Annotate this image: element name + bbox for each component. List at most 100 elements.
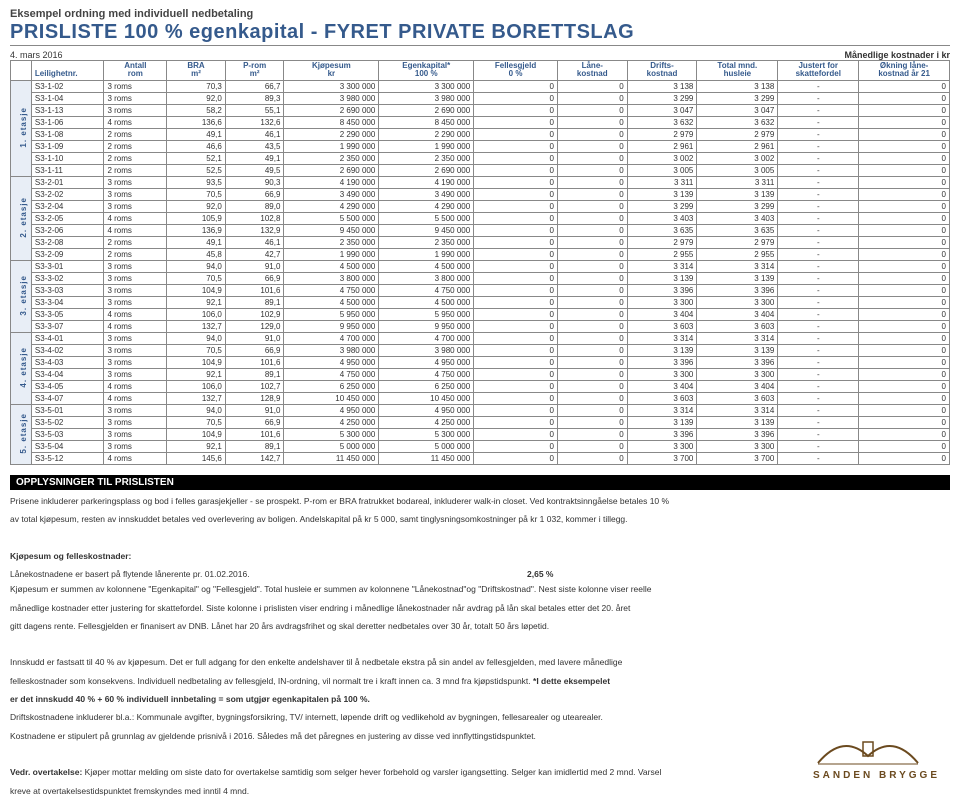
table-cell: 0: [557, 380, 627, 392]
table-cell: 101,6: [225, 428, 284, 440]
table-cell: 3 139: [627, 344, 697, 356]
table-cell: 0: [474, 92, 558, 104]
table-cell: 0: [859, 344, 950, 356]
table-cell: 2 roms: [104, 248, 167, 260]
table-cell: 1 990 000: [284, 140, 379, 152]
etasje-label: 4. etasje: [11, 332, 32, 404]
table-cell: 2 roms: [104, 140, 167, 152]
table-cell: 4 500 000: [379, 296, 474, 308]
table-cell: 4 roms: [104, 380, 167, 392]
table-cell: 3 roms: [104, 428, 167, 440]
table-row: S3-2-054 roms105,9102,85 500 0005 500 00…: [11, 212, 950, 224]
table-cell: 3 404: [627, 380, 697, 392]
table-cell: 10 450 000: [284, 392, 379, 404]
table-row: 5. etasjeS3-5-013 roms94,091,04 950 0004…: [11, 404, 950, 416]
table-cell: 0: [557, 224, 627, 236]
table-cell: 4 950 000: [284, 356, 379, 368]
table-cell: S3-5-02: [31, 416, 104, 428]
table-cell: 4 950 000: [379, 356, 474, 368]
table-cell: S3-1-04: [31, 92, 104, 104]
table-row: 2. etasjeS3-2-013 roms93,590,34 190 0004…: [11, 176, 950, 188]
table-cell: 49,1: [225, 152, 284, 164]
table-row: S3-1-043 roms92,089,33 980 0003 980 0000…: [11, 92, 950, 104]
table-cell: 6 250 000: [379, 380, 474, 392]
table-cell: 106,0: [167, 380, 226, 392]
table-cell: S3-4-04: [31, 368, 104, 380]
table-row: S3-3-033 roms104,9101,64 750 0004 750 00…: [11, 284, 950, 296]
table-cell: 89,1: [225, 368, 284, 380]
table-cell: 145,6: [167, 452, 226, 464]
table-cell: 49,5: [225, 164, 284, 176]
table-row: S3-3-023 roms70,566,93 800 0003 800 0000…: [11, 272, 950, 284]
body-p12a: Vedr. overtakelse:: [10, 767, 82, 777]
table-row: S3-5-023 roms70,566,94 250 0004 250 0000…: [11, 416, 950, 428]
table-cell: S3-1-02: [31, 80, 104, 92]
table-cell: S3-1-06: [31, 116, 104, 128]
table-cell: 0: [474, 452, 558, 464]
table-cell: 4 950 000: [379, 404, 474, 416]
table-row: S3-2-043 roms92,089,04 290 0004 290 0000…: [11, 200, 950, 212]
table-cell: 11 450 000: [379, 452, 474, 464]
table-cell: 0: [474, 224, 558, 236]
table-cell: 3 300 000: [284, 80, 379, 92]
table-cell: 0: [474, 200, 558, 212]
table-cell: 3 635: [627, 224, 697, 236]
table-cell: 46,1: [225, 128, 284, 140]
table-cell: 0: [859, 308, 950, 320]
table-cell: 0: [859, 248, 950, 260]
table-cell: 3 980 000: [284, 92, 379, 104]
table-cell: 0: [474, 212, 558, 224]
table-cell: 3 139: [697, 344, 778, 356]
body-p3-rate: 2,65 %: [527, 567, 553, 582]
table-cell: 4 roms: [104, 320, 167, 332]
table-cell: 0: [557, 152, 627, 164]
table-cell: 3 139: [697, 272, 778, 284]
table-cell: 0: [557, 80, 627, 92]
table-cell: -: [778, 308, 859, 320]
table-cell: 55,1: [225, 104, 284, 116]
table-cell: -: [778, 332, 859, 344]
table-cell: S3-2-08: [31, 236, 104, 248]
table-cell: 0: [859, 80, 950, 92]
table-cell: 3 002: [697, 152, 778, 164]
table-cell: 0: [474, 116, 558, 128]
table-cell: 2 350 000: [284, 152, 379, 164]
body-h1: Kjøpesum og felleskostnader:: [10, 549, 950, 564]
table-cell: 94,0: [167, 260, 226, 272]
table-cell: 5 300 000: [284, 428, 379, 440]
table-cell: 0: [474, 368, 558, 380]
table-cell: 3 299: [697, 200, 778, 212]
table-cell: 0: [474, 320, 558, 332]
table-cell: 0: [474, 128, 558, 140]
table-cell: 3 314: [627, 260, 697, 272]
table-cell: 3 980 000: [379, 92, 474, 104]
table-cell: 0: [557, 344, 627, 356]
table-row: S3-3-054 roms106,0102,95 950 0005 950 00…: [11, 308, 950, 320]
table-cell: 0: [474, 344, 558, 356]
table-cell: -: [778, 284, 859, 296]
table-cell: 91,0: [225, 332, 284, 344]
table-cell: 0: [474, 140, 558, 152]
table-cell: 4 950 000: [284, 404, 379, 416]
table-cell: S3-2-06: [31, 224, 104, 236]
table-cell: 3 300: [627, 440, 697, 452]
body-p8a: felleskostnader som konsekvens. Individu…: [10, 676, 533, 686]
table-cell: S3-4-03: [31, 356, 104, 368]
table-cell: 3 632: [627, 116, 697, 128]
table-cell: 3 404: [627, 308, 697, 320]
table-cell: 2 roms: [104, 164, 167, 176]
table-cell: 3 139: [697, 416, 778, 428]
table-cell: 70,5: [167, 416, 226, 428]
body-p8: felleskostnader som konsekvens. Individu…: [10, 674, 950, 689]
table-cell: 0: [557, 164, 627, 176]
table-row: S3-1-112 roms52,549,52 690 0002 690 0000…: [11, 164, 950, 176]
table-cell: 3 299: [627, 92, 697, 104]
table-cell: 3 139: [697, 188, 778, 200]
table-cell: -: [778, 236, 859, 248]
table-cell: 4 roms: [104, 392, 167, 404]
table-row: S3-1-092 roms46,643,51 990 0001 990 0000…: [11, 140, 950, 152]
table-cell: 3 632: [697, 116, 778, 128]
table-cell: 2 690 000: [284, 164, 379, 176]
table-cell: 3 roms: [104, 332, 167, 344]
table-cell: 0: [474, 272, 558, 284]
